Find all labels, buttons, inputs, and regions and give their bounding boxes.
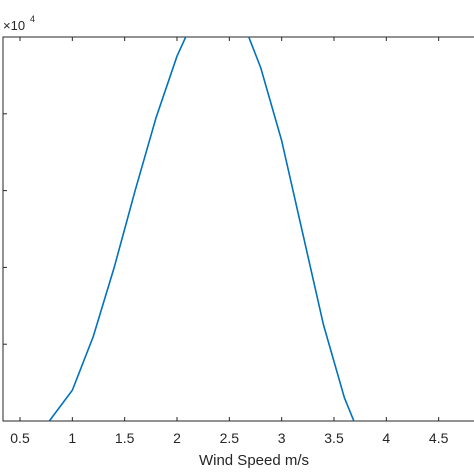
x-tick-label: 1.5 [115, 430, 135, 446]
x-tick-label: 4.5 [429, 430, 449, 446]
x-tick-label: 3 [278, 430, 286, 446]
x-axis-label: Wind Speed m/s [199, 452, 309, 469]
exponent-base: ×10 [3, 18, 25, 33]
exponent-power: 4 [30, 14, 35, 24]
axes-frame [2, 36, 474, 422]
plot-area [48, 37, 355, 421]
x-tick-label: 2 [173, 430, 181, 446]
x-tick-label: 4 [382, 430, 390, 446]
series-line [48, 37, 355, 421]
y-exponent-label: ×10 4 [3, 14, 35, 33]
x-tick-label: 2.5 [220, 430, 240, 446]
x-tick-labels: 0.511.522.533.544.55 [10, 430, 449, 446]
x-tick-label: 3.5 [324, 430, 344, 446]
axis-ticks [3, 36, 440, 422]
x-tick-label: 1 [68, 430, 76, 446]
axes-box [2, 36, 474, 422]
x-tick-label: 0.5 [10, 430, 30, 446]
